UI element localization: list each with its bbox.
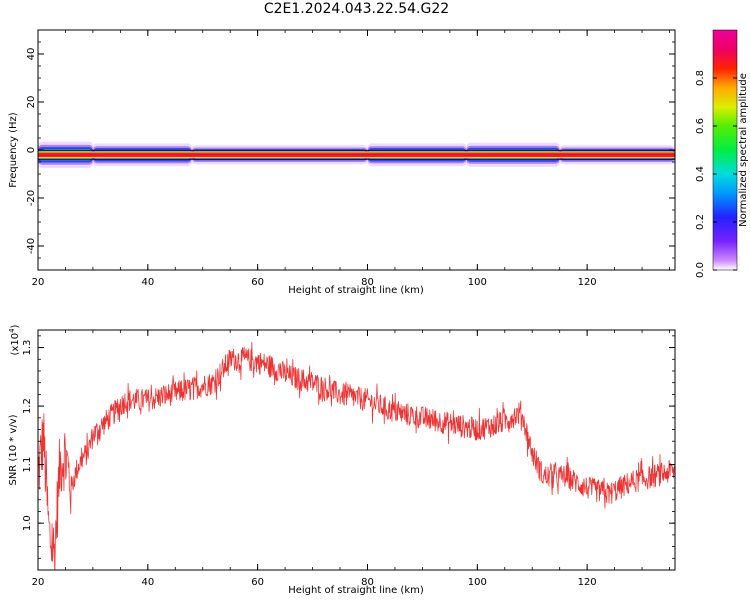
snr-x-ticks: 20 40 60 80 100 120	[32, 330, 670, 588]
spectrogram-y-tick-label-0: -40	[26, 238, 37, 254]
snr-x-tick-label-3: 80	[361, 577, 374, 588]
snr-x-tick-label-1: 40	[141, 577, 154, 588]
colorbar-tick-label-1: 0.2	[695, 214, 706, 230]
colorbar-tick-label-2: 0.4	[695, 166, 706, 182]
snr-y-tick-label-1: 1.1	[22, 457, 33, 473]
spectrogram-y-label: Frequency (Hz)	[8, 112, 19, 188]
snr-multiplier-base: (x10	[10, 333, 21, 356]
colorbar-ticks: 0.0 0.2 0.4 0.6 0.8	[695, 70, 737, 278]
snr-y-tick-label-3: 1.3	[22, 340, 33, 356]
spectrogram-y-tick-label-2: 0	[26, 147, 37, 153]
snr-y-ticks: 1.0 1.1 1.2 1.3	[22, 335, 675, 571]
spectrogram-x-tick-label-2: 60	[251, 277, 264, 288]
snr-multiplier: (x104)	[8, 324, 21, 355]
spectrogram-band-peak	[38, 154, 675, 156]
colorbar-tick-label-4: 0.8	[695, 70, 706, 86]
spectrogram-y-tick-label-4: 40	[26, 48, 37, 61]
spectrogram-x-tick-label-1: 40	[141, 277, 154, 288]
snr-y-tick-label-0: 1.0	[22, 515, 33, 531]
spectrogram-heatmap	[38, 141, 675, 168]
snr-multiplier-close: )	[10, 324, 21, 328]
colorbar-gradient	[712, 29, 738, 271]
snr-frame	[37, 329, 676, 571]
snr-y-label: SNR (10 * v/v)	[8, 414, 19, 485]
colorbar-tick-label-3: 0.6	[695, 118, 706, 134]
spectrogram-x-ticks: 20 40 60 80 100 120	[32, 30, 670, 288]
spectrogram-x-tick-label-0: 20	[32, 277, 45, 288]
spectrogram-y-tick-label-3: 20	[26, 96, 37, 109]
colorbar: 0.0 0.2 0.4 0.6 0.8 Normalized spectral ampl…	[695, 29, 749, 278]
spectrogram-y-tick-label-1: -20	[26, 190, 37, 206]
snr-x-tick-label-0: 20	[32, 577, 45, 588]
colorbar-tick-label-0: 0.0	[695, 262, 706, 278]
snr-series-line	[38, 341, 675, 570]
spectrogram-x-label: Height of straight line (km)	[288, 285, 424, 296]
spectrogram-x-tick-label-4: 100	[468, 277, 487, 288]
figure-title: C2E1.2024.043.22.54.G22	[263, 1, 450, 17]
snr-x-tick-label-5: 120	[578, 577, 597, 588]
spectrogram-y-ticks: -40 -20 0 20 40	[26, 29, 675, 271]
snr-multiplier-exponent: 4	[8, 328, 16, 333]
snr-panel: 20 40 60 80 100 120 1.0 1.1 1.2 1.3 Height of st…	[8, 324, 676, 596]
colorbar-label: Normalized spectral amplitude	[738, 73, 749, 227]
snr-x-tick-label-2: 60	[251, 577, 264, 588]
snr-x-tick-label-4: 100	[468, 577, 487, 588]
snr-x-label: Height of straight line (km)	[288, 585, 424, 596]
spectrogram-x-tick-label-3: 80	[361, 277, 374, 288]
snr-y-tick-label-2: 1.2	[22, 398, 33, 414]
spectrogram-panel: 20 40 60 80 100 120 -40 -20 0 20 40 Height of str…	[8, 29, 676, 296]
spectrogram-x-tick-label-5: 120	[578, 277, 597, 288]
